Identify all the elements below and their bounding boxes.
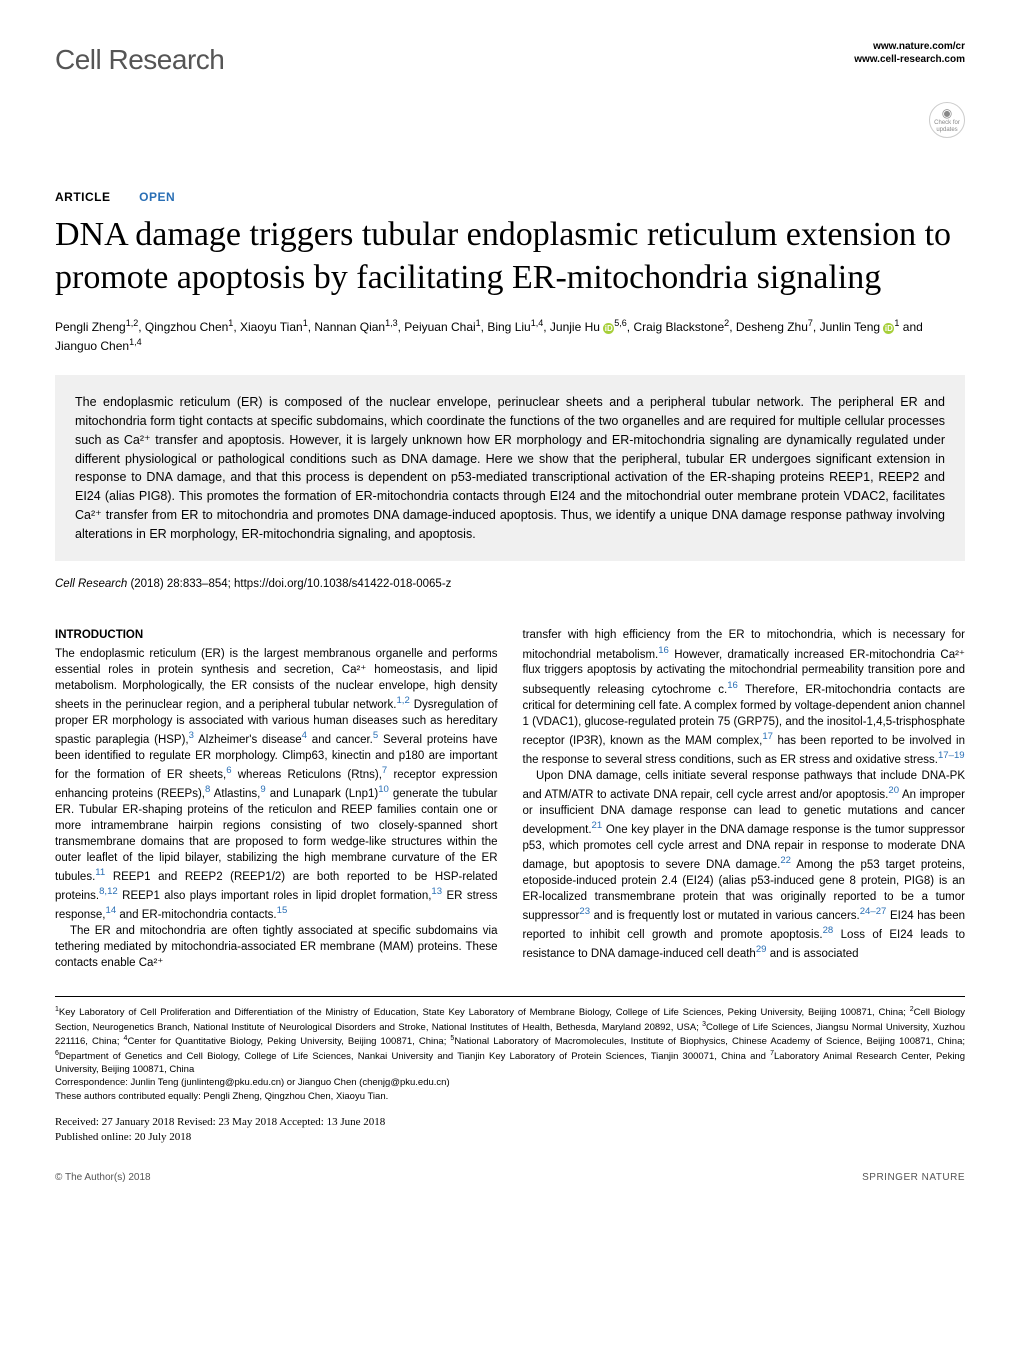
author-list: Pengli Zheng1,2, Qingzhou Chen1, Xiaoyu … <box>55 317 965 355</box>
dates-line1: Received: 27 January 2018 Revised: 23 Ma… <box>55 1115 965 1130</box>
url-cellresearch[interactable]: www.cell-research.com <box>854 53 965 66</box>
column-left: INTRODUCTION The endoplasmic reticulum (… <box>55 627 498 971</box>
column-right-text: transfer with high efficiency from the E… <box>523 627 966 961</box>
journal-urls: www.nature.com/cr www.cell-research.com <box>854 40 965 66</box>
orcid-icon: iD <box>883 323 894 334</box>
body-columns: INTRODUCTION The endoplasmic reticulum (… <box>55 627 965 971</box>
article-title: DNA damage triggers tubular endoplasmic … <box>55 214 965 299</box>
publisher-logo: SPRINGER NATURE <box>862 1171 965 1185</box>
dates-line2: Published online: 20 July 2018 <box>55 1130 965 1145</box>
citation-journal: Cell Research <box>55 578 127 590</box>
citation-rest: (2018) 28:833–854; https://doi.org/10.10… <box>130 578 451 590</box>
check-updates-icon: Check for updates <box>929 102 965 138</box>
column-right: transfer with high efficiency from the E… <box>523 627 966 971</box>
page-footer: © The Author(s) 2018 SPRINGER NATURE <box>55 1171 965 1185</box>
open-access-label: OPEN <box>139 190 175 204</box>
check-updates-badge[interactable]: Check for updates <box>929 102 965 138</box>
url-nature[interactable]: www.nature.com/cr <box>854 40 965 53</box>
journal-name: Cell Research <box>55 40 224 79</box>
affiliations: 1Key Laboratory of Cell Proliferation an… <box>55 1005 965 1103</box>
citation: Cell Research (2018) 28:833–854; https:/… <box>55 576 965 592</box>
separator <box>55 996 965 997</box>
orcid-icon: iD <box>603 323 614 334</box>
copyright: © The Author(s) 2018 <box>55 1171 151 1185</box>
abstract: The endoplasmic reticulum (ER) is compos… <box>55 375 965 561</box>
column-left-text: The endoplasmic reticulum (ER) is the la… <box>55 646 498 972</box>
publication-dates: Received: 27 January 2018 Revised: 23 Ma… <box>55 1115 965 1146</box>
article-label: ARTICLE <box>55 190 111 204</box>
introduction-heading: INTRODUCTION <box>55 627 498 643</box>
